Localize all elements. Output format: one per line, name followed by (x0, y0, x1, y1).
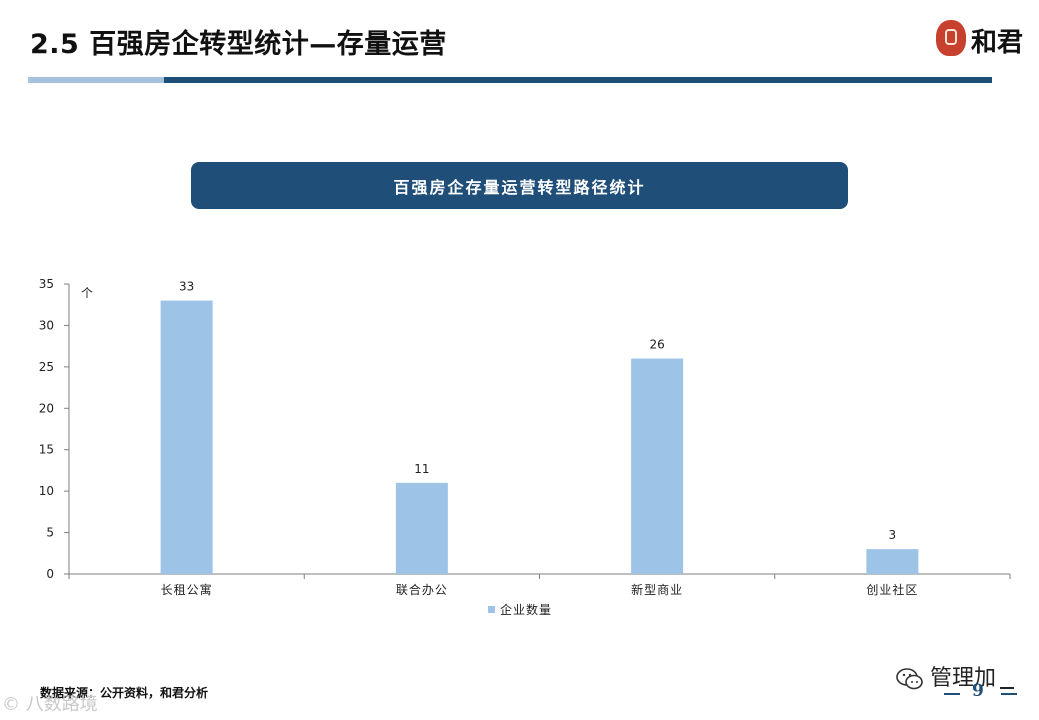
x-tick-label: 联合办公 (396, 582, 448, 597)
y-tick-label: 35 (39, 277, 54, 291)
data-label: 3 (889, 528, 897, 542)
legend-label: 企业数量 (500, 602, 552, 617)
x-tick-label: 创业社区 (866, 582, 918, 597)
chat-icon (896, 668, 923, 690)
x-tick-label: 新型商业 (631, 582, 683, 597)
data-source-note: 数据来源：公开资料，和君分析 (40, 686, 209, 700)
data-label: 11 (414, 462, 429, 476)
bar (866, 549, 919, 574)
y-tick-label: 25 (39, 360, 54, 374)
footer-underline (1000, 687, 1014, 689)
seal-icon (936, 20, 966, 56)
y-unit-label: 个 (81, 286, 93, 300)
x-tick-label: 长租公寓 (161, 582, 213, 597)
y-tick-label: 0 (46, 567, 54, 581)
y-tick-label: 5 (46, 526, 54, 540)
logo-text: 和君 (971, 28, 1024, 58)
watermark: © 八数路境 (2, 694, 98, 715)
brand-logo: 和君 (936, 18, 1031, 60)
bar (160, 300, 213, 574)
footer-brand: 管理加 (930, 666, 997, 691)
data-label: 33 (179, 280, 194, 294)
bar (395, 482, 448, 574)
y-tick-label: 10 (39, 484, 54, 498)
page-line-left (944, 693, 960, 695)
slide-title: 2.5 百强房企转型统计—存量运营 (30, 29, 447, 60)
header-rule-accent (28, 77, 164, 83)
y-tick-label: 15 (39, 443, 54, 457)
legend-swatch (488, 606, 495, 613)
y-tick-label: 30 (39, 318, 54, 332)
page-line-right (1001, 693, 1017, 695)
header-rule (164, 77, 992, 83)
bar (631, 358, 684, 574)
chart-banner: 百强房企存量运营转型路径统计 (191, 162, 848, 209)
data-label: 26 (649, 338, 664, 352)
y-tick-label: 20 (39, 401, 54, 415)
page-number: 9 (972, 681, 984, 701)
